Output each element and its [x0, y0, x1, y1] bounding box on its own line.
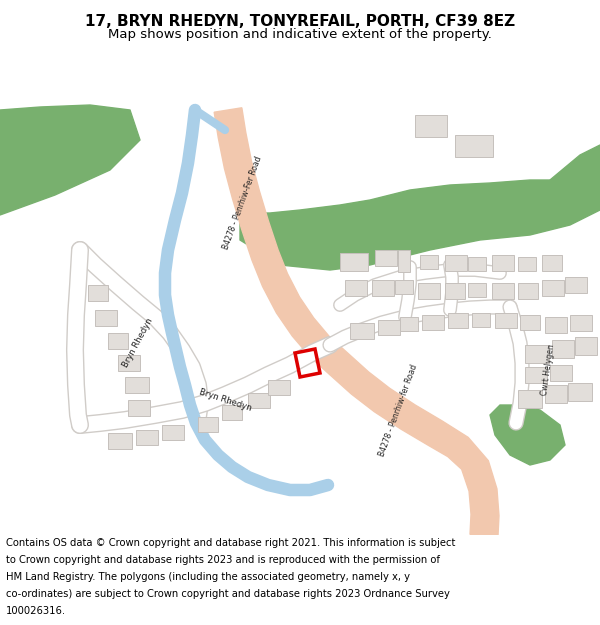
- Text: Bryn Rhedyn: Bryn Rhedyn: [197, 388, 253, 412]
- Polygon shape: [162, 425, 184, 440]
- Polygon shape: [136, 430, 158, 445]
- Polygon shape: [345, 280, 367, 296]
- Text: 100026316.: 100026316.: [6, 606, 66, 616]
- Polygon shape: [372, 280, 394, 296]
- Polygon shape: [568, 383, 592, 401]
- Polygon shape: [448, 313, 468, 328]
- Polygon shape: [550, 365, 572, 381]
- Text: co-ordinates) are subject to Crown copyright and database rights 2023 Ordnance S: co-ordinates) are subject to Crown copyr…: [6, 589, 450, 599]
- Polygon shape: [575, 337, 597, 355]
- Polygon shape: [418, 283, 440, 299]
- Polygon shape: [550, 145, 600, 185]
- Polygon shape: [468, 283, 486, 297]
- Polygon shape: [525, 367, 547, 383]
- Polygon shape: [545, 317, 567, 333]
- Polygon shape: [95, 310, 117, 326]
- Polygon shape: [198, 417, 218, 432]
- Polygon shape: [118, 355, 140, 371]
- Polygon shape: [350, 323, 374, 339]
- Polygon shape: [490, 405, 565, 465]
- Text: to Crown copyright and database rights 2023 and is reproduced with the permissio: to Crown copyright and database rights 2…: [6, 555, 440, 565]
- Polygon shape: [518, 257, 536, 271]
- Polygon shape: [520, 315, 540, 330]
- Polygon shape: [214, 107, 499, 536]
- Text: Cwrt Helygen: Cwrt Helygen: [540, 344, 556, 396]
- Text: HM Land Registry. The polygons (including the associated geometry, namely x, y: HM Land Registry. The polygons (includin…: [6, 572, 410, 582]
- Polygon shape: [455, 135, 493, 157]
- Polygon shape: [378, 320, 400, 335]
- Polygon shape: [518, 390, 542, 408]
- Polygon shape: [400, 317, 418, 331]
- Polygon shape: [492, 255, 514, 271]
- Polygon shape: [108, 433, 132, 449]
- Polygon shape: [398, 250, 410, 272]
- Text: 17, BRYN RHEDYN, TONYREFAIL, PORTH, CF39 8EZ: 17, BRYN RHEDYN, TONYREFAIL, PORTH, CF39…: [85, 14, 515, 29]
- Text: Bryn Rhedyn: Bryn Rhedyn: [121, 317, 155, 369]
- Polygon shape: [340, 253, 368, 271]
- Polygon shape: [468, 257, 486, 271]
- Polygon shape: [268, 380, 290, 395]
- Polygon shape: [445, 283, 465, 299]
- Polygon shape: [495, 313, 517, 328]
- Polygon shape: [472, 313, 490, 327]
- Polygon shape: [422, 315, 444, 330]
- Text: B4278 - Penrhiw-fer Road: B4278 - Penrhiw-fer Road: [377, 362, 419, 458]
- Polygon shape: [420, 255, 438, 269]
- Polygon shape: [492, 283, 514, 299]
- Polygon shape: [248, 393, 270, 408]
- Polygon shape: [542, 280, 564, 296]
- Polygon shape: [445, 255, 467, 271]
- Polygon shape: [415, 115, 447, 137]
- Polygon shape: [542, 255, 562, 271]
- Polygon shape: [570, 315, 592, 331]
- Polygon shape: [565, 277, 587, 293]
- Polygon shape: [222, 405, 242, 420]
- Polygon shape: [525, 345, 549, 363]
- Polygon shape: [518, 283, 538, 299]
- Polygon shape: [128, 400, 150, 416]
- Text: B4278 - Penrhiw-Fer Road: B4278 - Penrhiw-Fer Road: [221, 155, 263, 251]
- Polygon shape: [375, 250, 397, 266]
- Polygon shape: [88, 285, 108, 301]
- Polygon shape: [0, 105, 140, 215]
- Polygon shape: [395, 280, 413, 294]
- Polygon shape: [545, 385, 567, 403]
- Text: Contains OS data © Crown copyright and database right 2021. This information is : Contains OS data © Crown copyright and d…: [6, 538, 455, 548]
- Polygon shape: [125, 377, 149, 393]
- Text: Map shows position and indicative extent of the property.: Map shows position and indicative extent…: [108, 28, 492, 41]
- Polygon shape: [108, 333, 128, 349]
- Polygon shape: [240, 180, 600, 270]
- Polygon shape: [552, 340, 574, 358]
